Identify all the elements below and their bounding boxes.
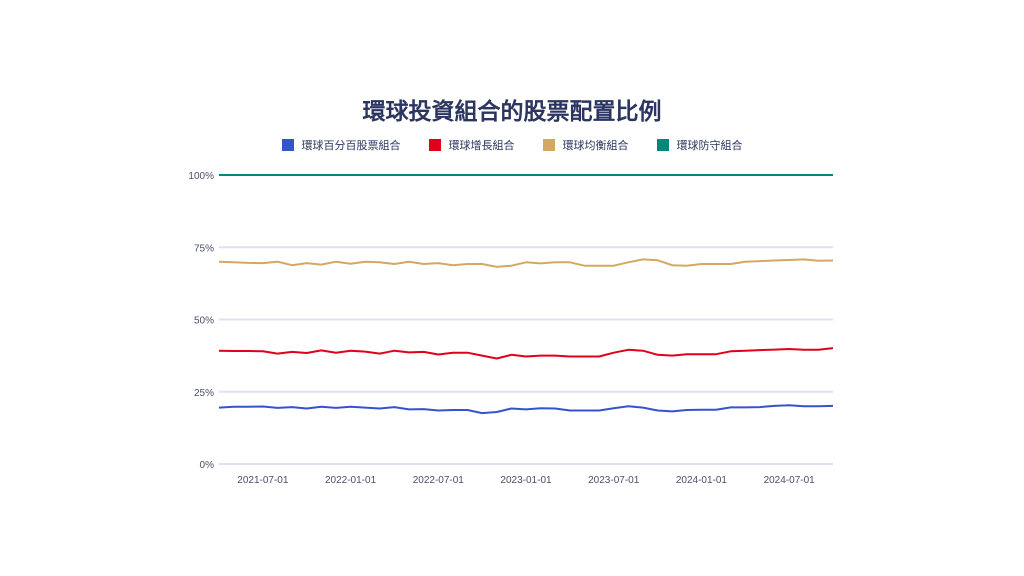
x-tick-label: 2022-01-01	[325, 475, 377, 486]
series-line	[218, 404, 834, 415]
legend-label: 環球百分百股票組合	[301, 139, 401, 152]
series-line	[218, 347, 834, 360]
y-tick-label: 75%	[194, 243, 214, 254]
legend-item[interactable]: 環球均衡組合	[542, 137, 629, 153]
y-tick-label: 100%	[188, 171, 214, 182]
x-tick-label: 2021-07-01	[237, 475, 289, 486]
x-tick-label: 2024-01-01	[676, 475, 728, 486]
legend-item[interactable]: 環球增長組合	[428, 137, 515, 153]
x-tick-label: 2023-01-01	[500, 475, 552, 486]
chart-title: 環球投資組合的股票配置比例	[362, 99, 662, 125]
x-tick-label: 2024-07-01	[764, 475, 816, 486]
series-line	[218, 258, 834, 268]
legend-label: 環球均衡組合	[562, 139, 629, 152]
legend-label: 環球增長組合	[448, 139, 515, 152]
legend-swatch	[428, 139, 441, 151]
x-tick-label: 2023-07-01	[588, 475, 640, 486]
legend-swatch	[542, 139, 555, 151]
y-tick-label: 0%	[200, 460, 215, 471]
legend-item[interactable]: 環球百分百股票組合	[281, 137, 401, 153]
legend-item[interactable]: 環球防守組合	[656, 137, 743, 153]
legend: 環球百分百股票組合 環球增長組合 環球均衡組合 環球防守組合	[0, 137, 1024, 153]
legend-label: 環球防守組合	[676, 139, 743, 152]
y-tick-label: 50%	[194, 316, 214, 327]
legend-swatch	[656, 139, 669, 151]
x-tick-label: 2022-07-01	[413, 475, 465, 486]
legend-swatch	[281, 139, 294, 151]
y-tick-label: 25%	[194, 388, 214, 399]
